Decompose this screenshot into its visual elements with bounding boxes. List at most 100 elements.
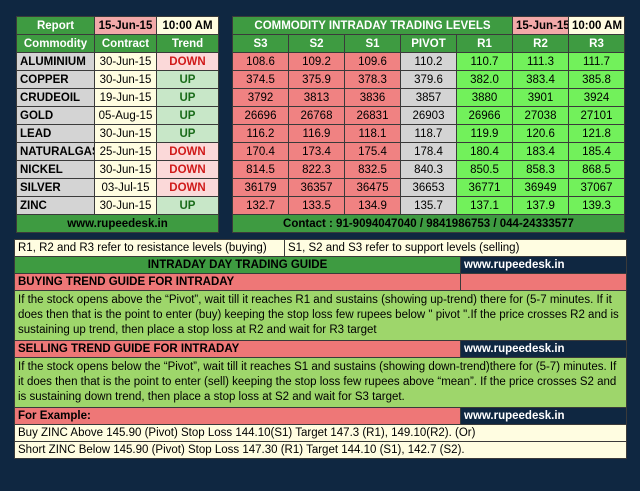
contract-date: 25-Jun-15 <box>94 142 157 161</box>
commodity-name: CRUDEOIL <box>16 88 95 107</box>
level-pivot: 118.7 <box>400 124 457 143</box>
levels-date: 15-Jun-15 <box>512 16 569 35</box>
contract-date: 30-Jun-15 <box>94 124 157 143</box>
resistance-note: R1, R2 and R3 refer to resistance levels… <box>14 239 285 257</box>
header-s1: S1 <box>344 34 401 53</box>
levels-row: 116.2 116.9 118.1 118.7 119.9 120.6 121.8 <box>232 124 625 143</box>
contract-date: 30-Jun-15 <box>94 196 157 215</box>
commodity-name: ALUMINIUM <box>16 52 95 71</box>
level-s1: 378.3 <box>344 70 401 89</box>
website-link[interactable]: www.rupeedesk.in <box>460 256 627 274</box>
selling-guide-text: If the stock opens below the “Pivot”, wa… <box>14 357 627 408</box>
level-s3: 374.5 <box>232 70 289 89</box>
commodity-row: NICKEL 30-Jun-15 DOWN <box>16 160 219 179</box>
levels-row: 3792 3813 3836 3857 3880 3901 3924 <box>232 88 625 107</box>
level-s2: 3813 <box>288 88 345 107</box>
level-r2: 137.9 <box>512 196 569 215</box>
level-s3: 26696 <box>232 106 289 125</box>
trend-badge: DOWN <box>156 160 219 179</box>
level-s2: 133.5 <box>288 196 345 215</box>
level-s3: 3792 <box>232 88 289 107</box>
trend-badge: DOWN <box>156 52 219 71</box>
commodity-name: COPPER <box>16 70 95 89</box>
level-r2: 36949 <box>512 178 569 197</box>
level-r1: 180.4 <box>456 142 513 161</box>
level-s2: 36357 <box>288 178 345 197</box>
level-s2: 375.9 <box>288 70 345 89</box>
level-r3: 121.8 <box>568 124 625 143</box>
contract-date: 19-Jun-15 <box>94 88 157 107</box>
level-s3: 108.6 <box>232 52 289 71</box>
header-pivot: PIVOT <box>400 34 457 53</box>
level-s2: 26768 <box>288 106 345 125</box>
website-link[interactable]: www.rupeedesk.in <box>460 340 627 358</box>
level-r3: 385.8 <box>568 70 625 89</box>
level-r1: 36771 <box>456 178 513 197</box>
guide-title: INTRADAY DAY TRADING GUIDE <box>14 256 461 274</box>
trend-badge: UP <box>156 88 219 107</box>
header-trend: Trend <box>156 34 219 53</box>
example-title: For Example: <box>14 407 461 425</box>
level-r3: 868.5 <box>568 160 625 179</box>
commodity-row: NATURALGAS 25-Jun-15 DOWN <box>16 142 219 161</box>
commodity-row: SILVER 03-Jul-15 DOWN <box>16 178 219 197</box>
level-pivot: 379.6 <box>400 70 457 89</box>
header-r1: R1 <box>456 34 513 53</box>
contract-date: 03-Jul-15 <box>94 178 157 197</box>
example-buy: Buy ZINC Above 145.90 (Pivot) Stop Loss … <box>14 424 627 442</box>
level-s1: 109.6 <box>344 52 401 71</box>
level-r3: 27101 <box>568 106 625 125</box>
level-s3: 116.2 <box>232 124 289 143</box>
level-pivot: 36653 <box>400 178 457 197</box>
levels-row: 170.4 173.4 175.4 178.4 180.4 183.4 185.4 <box>232 142 625 161</box>
level-r1: 26966 <box>456 106 513 125</box>
level-r3: 139.3 <box>568 196 625 215</box>
header-s2: S2 <box>288 34 345 53</box>
levels-row: 132.7 133.5 134.9 135.7 137.1 137.9 139.3 <box>232 196 625 215</box>
level-r3: 185.4 <box>568 142 625 161</box>
level-r2: 858.3 <box>512 160 569 179</box>
trend-badge: UP <box>156 196 219 215</box>
level-r1: 850.5 <box>456 160 513 179</box>
levels-row: 36179 36357 36475 36653 36771 36949 37067 <box>232 178 625 197</box>
level-r2: 111.3 <box>512 52 569 71</box>
levels-row: 374.5 375.9 378.3 379.6 382.0 383.4 385.8 <box>232 70 625 89</box>
level-r1: 137.1 <box>456 196 513 215</box>
level-s3: 814.5 <box>232 160 289 179</box>
level-r3: 37067 <box>568 178 625 197</box>
commodity-row: CRUDEOIL 19-Jun-15 UP <box>16 88 219 107</box>
commodity-name: NATURALGAS <box>16 142 95 161</box>
header-r2: R2 <box>512 34 569 53</box>
levels-row: 814.5 822.3 832.5 840.3 850.5 858.3 868.5 <box>232 160 625 179</box>
level-s1: 118.1 <box>344 124 401 143</box>
level-r3: 111.7 <box>568 52 625 71</box>
contract-date: 05-Aug-15 <box>94 106 157 125</box>
commodity-row: ALUMINIUM 30-Jun-15 DOWN <box>16 52 219 71</box>
levels-time: 10:00 AM <box>568 16 625 35</box>
level-pivot: 26903 <box>400 106 457 125</box>
trend-badge: UP <box>156 124 219 143</box>
report-time: 10:00 AM <box>156 16 219 35</box>
commodity-name: SILVER <box>16 178 95 197</box>
contract-date: 30-Jun-15 <box>94 160 157 179</box>
level-s2: 822.3 <box>288 160 345 179</box>
support-note: S1, S2 and S3 refer to support levels (s… <box>284 239 627 257</box>
contact-info: Contact : 91-9094047040 / 9841986753 / 0… <box>232 214 625 233</box>
level-s2: 173.4 <box>288 142 345 161</box>
level-s1: 134.9 <box>344 196 401 215</box>
header-commodity: Commodity <box>16 34 95 53</box>
level-pivot: 3857 <box>400 88 457 107</box>
header-contract: Contract <box>94 34 157 53</box>
commodity-name: LEAD <box>16 124 95 143</box>
website-link[interactable]: www.rupeedesk.in <box>16 214 219 233</box>
level-s2: 116.9 <box>288 124 345 143</box>
level-pivot: 840.3 <box>400 160 457 179</box>
trend-badge: DOWN <box>156 178 219 197</box>
level-s1: 36475 <box>344 178 401 197</box>
level-s1: 26831 <box>344 106 401 125</box>
commodity-row: GOLD 05-Aug-15 UP <box>16 106 219 125</box>
level-r1: 119.9 <box>456 124 513 143</box>
trend-badge: UP <box>156 106 219 125</box>
level-r3: 3924 <box>568 88 625 107</box>
website-link[interactable]: www.rupeedesk.in <box>460 407 627 425</box>
